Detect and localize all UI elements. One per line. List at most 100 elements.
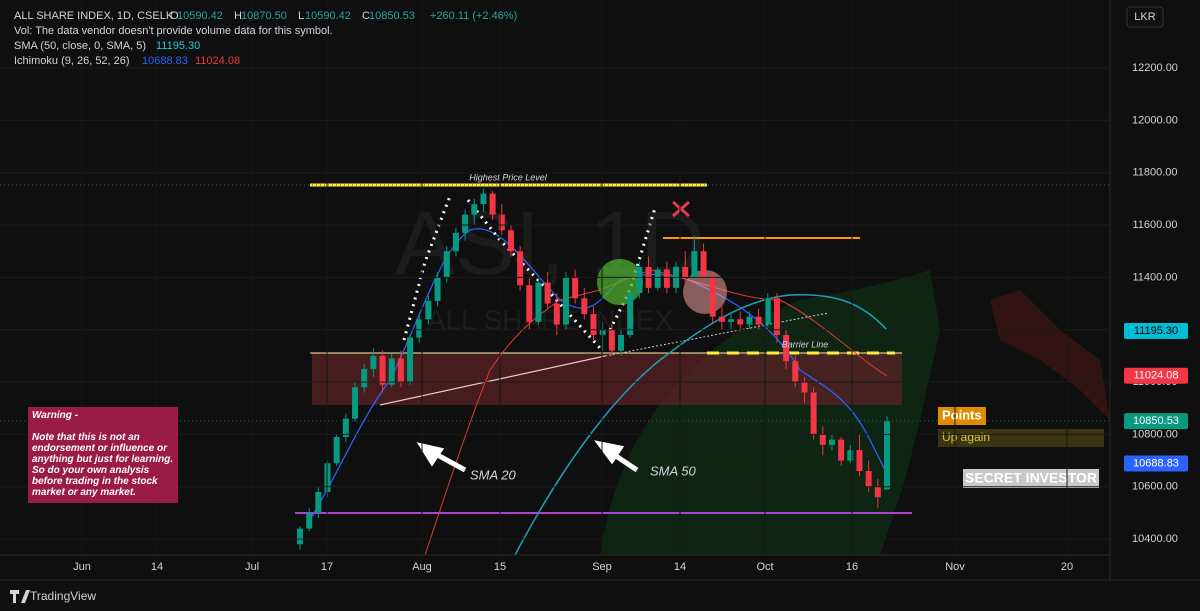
candle-body [443, 251, 450, 278]
candle-body [572, 277, 579, 299]
x-tick-label: 17 [321, 561, 333, 573]
candle-body [728, 319, 735, 322]
price-badge-label: 11024.08 [1133, 370, 1178, 382]
candle-body [416, 319, 423, 338]
currency-button[interactable] [1126, 6, 1164, 28]
y-tick-label: 10800.00 [1132, 428, 1178, 440]
footer-brand: TradingView [30, 589, 96, 603]
candle-body [819, 434, 826, 445]
candle-body [828, 439, 835, 445]
candle-body [783, 334, 790, 362]
y-tick-label: 10600.00 [1132, 481, 1178, 493]
candle-body [884, 421, 890, 490]
candle-body [379, 355, 386, 385]
candle-body [544, 282, 551, 304]
y-tick-label: 12000.00 [1132, 114, 1178, 126]
y-tick-label: 11600.00 [1132, 219, 1177, 231]
candle-body [553, 303, 560, 325]
warning-box: Warning - Note that this is not an endor… [28, 407, 178, 503]
arrow [594, 440, 639, 473]
candle-body [636, 266, 643, 294]
candle-body [324, 463, 331, 492]
y-tick-label: 11800.00 [1132, 167, 1177, 179]
candle-body [618, 334, 625, 351]
candle-body [865, 471, 872, 487]
x-tick-label: Nov [945, 561, 965, 573]
brand-bg [963, 469, 1099, 488]
ichimoku-value: 10688.83 [142, 55, 188, 67]
ohlc-value: 10590.42 [177, 10, 223, 22]
candle-body [856, 450, 863, 472]
x-mark [672, 200, 690, 218]
candle-body [801, 382, 808, 393]
candle-body [700, 251, 707, 278]
arrow [416, 442, 467, 473]
candle-body [810, 392, 817, 435]
sma-value: 11195.30 [156, 40, 200, 52]
candle-body [737, 319, 744, 325]
annotation: SMA 50 [650, 463, 697, 478]
x-tick-label: Jun [73, 561, 91, 573]
candle-body [792, 361, 799, 383]
candle-body [342, 418, 349, 438]
sma-legend: SMA (50, close, 0, SMA, 5) [14, 40, 146, 52]
annotation: Barrier Line [782, 339, 829, 349]
points-bg [938, 407, 986, 425]
x-tick-label: 14 [151, 561, 163, 573]
candle-body [874, 486, 881, 498]
logo [10, 590, 30, 603]
candle-body [434, 277, 441, 301]
price-badge-label: 10688.83 [1133, 457, 1179, 469]
annotation: Highest Price Level [469, 172, 548, 182]
candle-body [407, 337, 414, 383]
ohlc-key: L [298, 10, 304, 22]
candle-body [471, 204, 478, 215]
trend-line-ext [604, 312, 829, 357]
y-tick-label: 11400.00 [1132, 271, 1177, 283]
x-tick-label: 16 [846, 561, 858, 573]
candle-body [388, 358, 395, 385]
ohlc-value: 10590.42 [305, 10, 351, 22]
candle-body [297, 528, 303, 545]
candle-body [773, 298, 780, 335]
price-badge-label: 11195.30 [1134, 325, 1178, 337]
ichimoku-value: 11024.08 [195, 55, 240, 67]
candle-body [361, 368, 368, 388]
candle-body [718, 316, 725, 322]
y-tick-label: 12200.00 [1132, 62, 1178, 74]
x-tick-label: Sep [592, 561, 612, 573]
ohlc-key: O [170, 10, 179, 22]
green-circle [597, 259, 643, 305]
candle-body [627, 293, 634, 335]
x-tick-label: 20 [1061, 561, 1073, 573]
candle-body [838, 439, 845, 461]
candle-body [663, 269, 670, 288]
x-tick-label: Aug [412, 561, 432, 573]
currency[interactable]: LKR [1134, 11, 1155, 23]
volume-note: Vol: The data vendor doesn't provide vol… [14, 25, 333, 37]
candle-body [498, 214, 505, 231]
price-badge [1124, 322, 1188, 339]
y-tick-label: 10400.00 [1132, 533, 1178, 545]
dotted-path [402, 195, 657, 350]
candle-body [489, 193, 496, 215]
x-tick-label: Jul [245, 561, 259, 573]
watermark-name: ALL SHARE INDEX [427, 304, 674, 335]
candle-body [306, 512, 313, 529]
change: +260.11 (+2.46%) [430, 10, 517, 22]
candle-body [315, 491, 322, 513]
candle-body [691, 251, 698, 278]
ichimoku-cloud-red [990, 290, 1110, 420]
candle-body [507, 230, 514, 252]
x-tick-label: 14 [674, 561, 686, 573]
sma-50 [514, 293, 888, 556]
price-badge [1124, 455, 1188, 472]
red-circle [683, 270, 727, 314]
candle-body [480, 193, 487, 205]
candle-body [599, 329, 606, 335]
ohlc-key: C [362, 10, 370, 22]
annotation: Up again [942, 430, 990, 444]
candle-body [397, 358, 404, 383]
